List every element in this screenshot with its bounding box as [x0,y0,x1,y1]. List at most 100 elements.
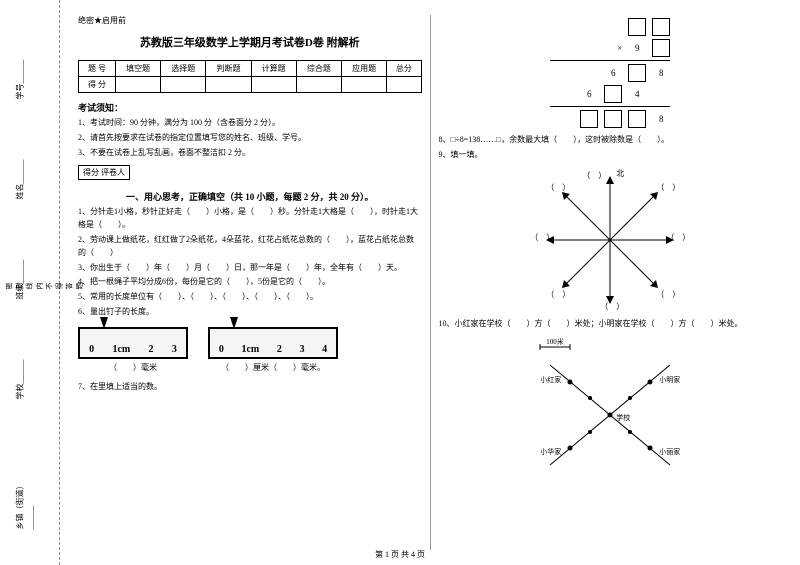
multiplication-problem: × 9 6 8 6 4 [439,18,783,128]
notice-heading: 考试须知： [78,101,422,114]
ruler-2-wrap: 0 1cm 2 3 4 （ ）厘米（ ）毫米。 [208,327,338,373]
exam-title: 苏教版三年级数学上学期月考试卷D卷 附解析 [78,34,422,50]
ruler-1-label: （ ）毫米 [78,362,188,373]
content-area: 绝密★启用前 苏教版三年级数学上学期月考试卷D卷 附解析 题 号 填空题 选择题… [60,0,800,565]
digit: 4 [628,89,646,99]
compass-diagram: 北 （ ） （ ） （ ） （ ） （ ） （ ） （ ） （ ） [540,170,680,310]
ruler-row: 0 1cm 2 3 （ ）毫米 0 1cm 2 3 4 [78,327,422,373]
td [296,77,341,93]
digit: 6 [580,89,598,99]
compass-blank: （ ） [656,182,680,193]
q1: 1、分针走1小格，秒针正好走（ ）小格，是（ ）秒。分针走1大格是（ ），时针走… [78,206,422,232]
blank-box [628,64,646,82]
td [161,77,206,93]
td [115,77,160,93]
table-row: 题 号 填空题 选择题 判断题 计算题 综合题 应用题 总分 [79,61,422,77]
th: 总分 [387,61,421,77]
q9: 9、填一填。 [439,149,783,162]
scale-label: 100米 [546,337,564,347]
margin-xiang: 乡镇（街道）______ [15,461,35,530]
map-xiaohong: 小红家 [540,375,561,385]
digit-9: 9 [628,43,646,53]
th: 计算题 [251,61,296,77]
th: 选择题 [161,61,206,77]
th: 题 号 [79,61,116,77]
q7: 7、在里填上适当的数。 [78,381,422,394]
ruler-2: 0 1cm 2 3 4 [208,327,338,359]
digit: 8 [652,114,670,124]
compass-blank: （ ） [530,232,554,243]
left-margin: 乡镇（街道）______ 学校______ 班级______ 姓名______ … [0,0,60,565]
divider [550,106,670,107]
map-xiaohua: 小华家 [540,447,561,457]
ruler-num: 3 [172,344,177,355]
score-table: 题 号 填空题 选择题 判断题 计算题 综合题 应用题 总分 得 分 [78,60,422,93]
left-column: 绝密★启用前 苏教版三年级数学上学期月考试卷D卷 附解析 题 号 填空题 选择题… [70,15,431,550]
page-container: 乡镇（街道）______ 学校______ 班级______ 姓名______ … [0,0,800,565]
map-diagram: 100米 小红家 小明家 学校 小华家 小丽家 [520,335,700,485]
q2: 2、劳动课上做纸花，红红做了2朵纸花，4朵蓝花，红花占纸花总数的（ ），蓝花占纸… [78,234,422,260]
blank-box [580,110,598,128]
compass-blank: （ ） [600,301,624,312]
margin-xuehao: 学号______ [15,60,26,100]
ruler-num: 3 [300,344,305,355]
nail-icon [100,317,108,329]
q3: 3、你出生于（ ）年（ ）月（ ）日，那一年是（ ）年，全年有（ ）天。 [78,262,422,275]
right-column: × 9 6 8 6 4 [431,15,791,550]
td [206,77,251,93]
ruler-num: 2 [277,344,282,355]
blank-box [628,110,646,128]
notice-line: 3、不要在试卷上乱写乱画，卷面不整洁扣 2 分。 [78,147,422,160]
ruler-1: 0 1cm 2 3 [78,327,188,359]
td: 得 分 [79,77,116,93]
map-xiaoli: 小丽家 [659,447,680,457]
th: 填空题 [115,61,160,77]
mult-sign: × [617,43,622,53]
ruler-num: 2 [149,344,154,355]
margin-xuexiao: 学校______ [15,360,26,400]
compass-blank: （ ） [546,289,570,300]
ruler-num: 4 [322,344,327,355]
q4: 4、把一根绳子平均分成6份，每份是它的（ ），5份是它的（ ）。 [78,276,422,289]
q8: 8、□÷8=138……□，余数最大填（ ），这时被除数是（ ）。 [439,134,783,147]
map-svg [520,335,700,485]
ruler-2-label: （ ）厘米（ ）毫米。 [208,362,338,373]
digit: 8 [652,68,670,78]
ruler-num: 1cm [112,344,130,355]
th: 判断题 [206,61,251,77]
map-xiaoming: 小明家 [659,375,680,385]
notice-line: 2、请首先按要求在试卷的指定位置填写您的姓名、班级、学号。 [78,132,422,145]
th: 综合题 [296,61,341,77]
compass-blank: （ ） [666,232,690,243]
map-xuexiao: 学校 [616,413,630,423]
td [251,77,296,93]
q10: 10、小红家在学校（ ）方（ ）米处；小明家在学校（ ）方（ ）米处。 [439,318,783,331]
blank-box [652,39,670,57]
confidential-note: 绝密★启用前 [78,15,422,26]
compass-blank: （ ） [582,170,606,181]
page-footer: 第 1 页 共 4 页 [0,549,800,560]
td [342,77,387,93]
blank-box [604,110,622,128]
ruler-1-wrap: 0 1cm 2 3 （ ）毫米 [78,327,188,373]
north-label: 北 [616,168,624,179]
table-row: 得 分 [79,77,422,93]
digit: 6 [604,68,622,78]
compass-blank: （ ） [656,289,680,300]
blank-box [652,18,670,36]
blank-box [628,18,646,36]
margin-xingming: 姓名______ [15,160,26,200]
section-1-title: 一、用心思考，正确填空（共 10 小题，每题 2 分，共 20 分）。 [78,190,422,203]
seal-line-text: 密 封 线 内 不 得 答 题 [5,261,85,290]
grader-box: 得分 评卷人 [78,165,130,180]
th: 应用题 [342,61,387,77]
ruler-num: 1cm [241,344,259,355]
td [387,77,421,93]
nail-icon [230,317,238,329]
blank-box [604,85,622,103]
ruler-num: 0 [89,344,94,355]
notice-line: 1、考试时间：90 分钟，满分为 100 分（含卷面分 2 分）。 [78,117,422,130]
q6: 6、量出钉子的长度。 [78,306,422,319]
compass-blank: （ ） [546,182,570,193]
divider [550,60,670,61]
